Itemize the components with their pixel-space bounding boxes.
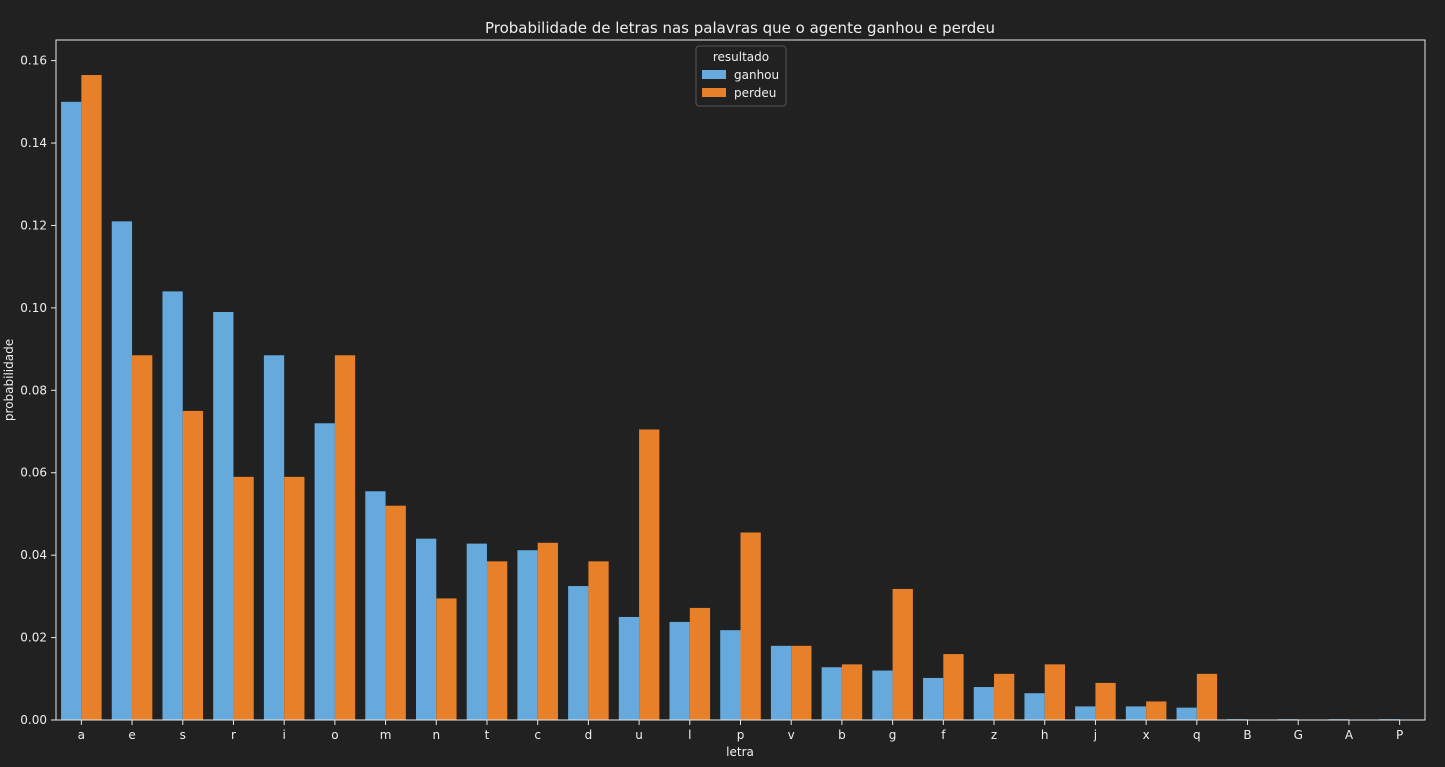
bar-ganhou-v [770, 645, 792, 720]
x-tick-label-B: B [1243, 728, 1251, 742]
x-tick-label-p: p [737, 728, 745, 742]
bar-ganhou-m [365, 491, 386, 720]
x-tick-label-d: d [585, 728, 593, 742]
bar-perdeu-q [1196, 673, 1218, 720]
bar-ganhou-j [1075, 706, 1096, 720]
bar-ganhou-i [263, 355, 285, 720]
bar-perdeu-r [233, 476, 254, 720]
bar-ganhou-b [821, 667, 842, 720]
bar-perdeu-o [334, 355, 356, 720]
y-tick-label: 0.06 [20, 466, 47, 480]
bar-perdeu-m [385, 505, 406, 720]
bar-perdeu-a [81, 75, 102, 720]
x-tick-label-i: i [282, 728, 285, 742]
bar-ganhou-t [466, 543, 487, 720]
x-tick-label-h: h [1041, 728, 1049, 742]
bar-ganhou-f [923, 677, 944, 720]
x-tick-label-c: c [534, 728, 541, 742]
bar-perdeu-h [1044, 664, 1065, 720]
bar-ganhou-e [111, 221, 133, 720]
x-tick-label-j: j [1093, 728, 1097, 742]
bar-perdeu-z [994, 673, 1015, 720]
bar-ganhou-z [973, 687, 995, 720]
bar-ganhou-p [720, 630, 741, 720]
x-tick-label-m: m [380, 728, 392, 742]
x-tick-label-A: A [1345, 728, 1354, 742]
bar-ganhou-x [1125, 706, 1147, 720]
bar-perdeu-g [892, 588, 913, 720]
bar-perdeu-t [486, 561, 508, 720]
bar-ganhou-d [568, 586, 589, 720]
y-axis-label: probabilidade [2, 339, 16, 421]
x-tick-label-f: f [941, 728, 946, 742]
bar-ganhou-l [669, 621, 690, 720]
y-tick-label: 0.14 [20, 136, 47, 150]
x-tick-label-v: v [788, 728, 795, 742]
x-tick-label-g: g [889, 728, 897, 742]
bar-perdeu-p [740, 532, 761, 720]
x-tick-label-e: e [128, 728, 135, 742]
bar-perdeu-v [791, 645, 812, 720]
y-tick-label: 0.08 [20, 383, 47, 397]
bar-perdeu-c [537, 542, 558, 720]
bar-ganhou-o [314, 423, 335, 720]
bar-ganhou-c [517, 550, 538, 720]
legend-swatch-perdeu [702, 88, 726, 97]
bar-ganhou-n [416, 538, 437, 720]
bar-ganhou-a [61, 101, 82, 720]
y-tick-label: 0.04 [20, 548, 47, 562]
bar-perdeu-f [943, 654, 964, 720]
bar-ganhou-s [162, 291, 183, 720]
bar-perdeu-e [132, 355, 153, 720]
y-axis: 0.00 0.02 0.04 0.06 0.08 0.10 0.12 0.14 0.16 [20, 54, 56, 727]
x-tick-label-u: u [635, 728, 643, 742]
x-tick-label-a: a [78, 728, 85, 742]
x-tick-label-n: n [432, 728, 440, 742]
bar-perdeu-l [689, 607, 711, 720]
bar-perdeu-d [588, 561, 609, 720]
bar-ganhou-q [1176, 707, 1197, 720]
bar-ganhou-h [1024, 693, 1045, 720]
bar-perdeu-i [284, 476, 305, 720]
x-tick-label-o: o [331, 728, 338, 742]
legend-label-perdeu: perdeu [734, 86, 776, 100]
bar-perdeu-u [639, 429, 660, 720]
bar-ganhou-r [213, 312, 234, 720]
x-tick-label-x: x [1143, 728, 1150, 742]
x-tick-label-P: P [1396, 728, 1403, 742]
bars-layer [61, 75, 1400, 720]
plot-frame [55, 39, 1426, 721]
bar-perdeu-x [1146, 701, 1167, 720]
y-tick-label: 0.00 [20, 713, 47, 727]
bar-perdeu-s [182, 410, 204, 720]
x-tick-label-z: z [991, 728, 997, 742]
bar-ganhou-u [618, 616, 640, 720]
x-axis-label: letra [726, 745, 754, 759]
x-tick-label-b: b [838, 728, 846, 742]
legend: resultado ganhou perdeu [695, 45, 787, 107]
y-tick-label: 0.02 [20, 631, 47, 645]
x-tick-label-G: G [1294, 728, 1303, 742]
legend-swatch-ganhou [702, 70, 726, 79]
x-tick-label-l: l [688, 728, 691, 742]
bar-perdeu-j [1095, 682, 1116, 720]
x-tick-label-s: s [180, 728, 186, 742]
bar-perdeu-n [436, 598, 457, 720]
x-tick-label-t: t [485, 728, 490, 742]
y-tick-label: 0.12 [20, 218, 47, 232]
legend-label-ganhou: ganhou [734, 68, 779, 82]
y-tick-label: 0.10 [20, 301, 47, 315]
chart-title: Probabilidade de letras nas palavras que… [485, 19, 995, 37]
x-tick-label-r: r [231, 728, 236, 742]
x-tick-label-q: q [1193, 728, 1201, 742]
y-tick-label: 0.16 [20, 54, 47, 68]
legend-title: resultado [713, 50, 769, 64]
bar-ganhou-g [872, 670, 893, 720]
bar-perdeu-b [841, 664, 863, 720]
